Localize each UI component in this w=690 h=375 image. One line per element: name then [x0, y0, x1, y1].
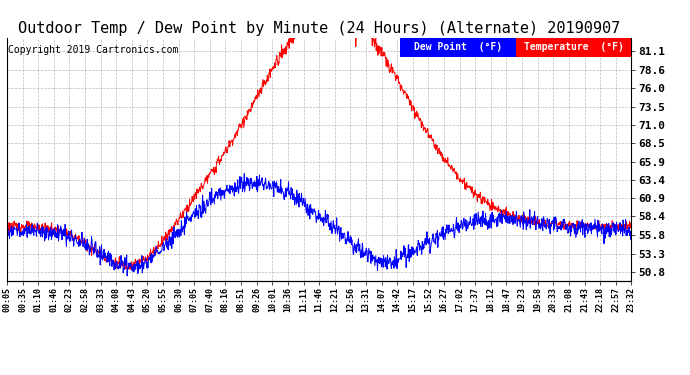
Title: Outdoor Temp / Dew Point by Minute (24 Hours) (Alternate) 20190907: Outdoor Temp / Dew Point by Minute (24 H… [18, 21, 620, 36]
Text: Copyright 2019 Cartronics.com: Copyright 2019 Cartronics.com [8, 45, 179, 55]
